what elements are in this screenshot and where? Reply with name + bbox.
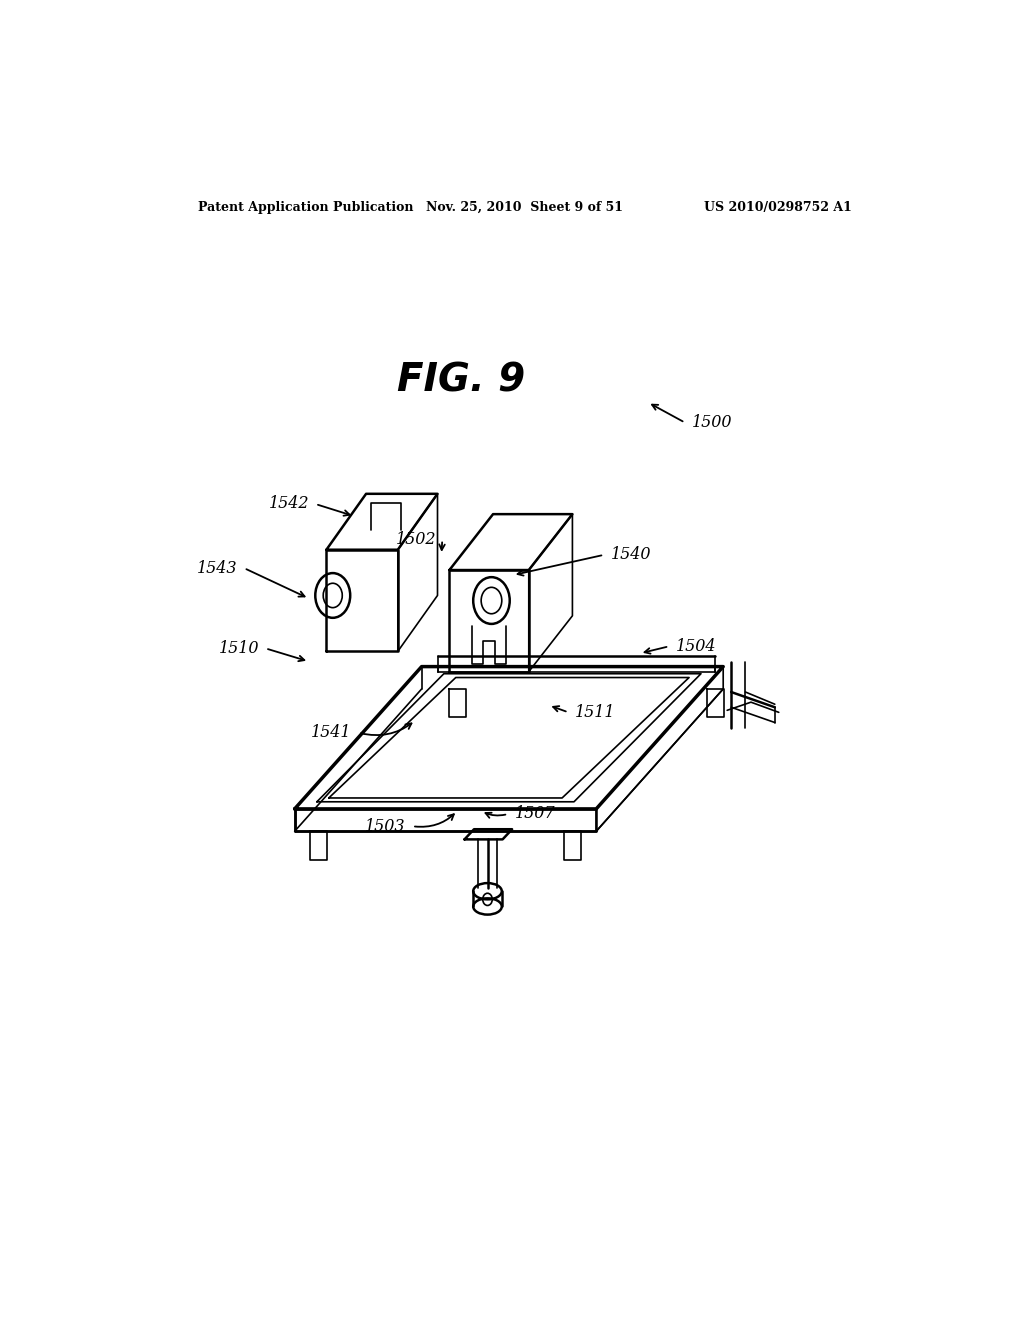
Text: Nov. 25, 2010  Sheet 9 of 51: Nov. 25, 2010 Sheet 9 of 51 [426,201,624,214]
Text: 1503: 1503 [366,817,406,834]
Text: 1542: 1542 [268,495,309,512]
Text: 1543: 1543 [197,560,238,577]
Text: 1541: 1541 [311,725,352,741]
Text: 1540: 1540 [610,546,651,564]
Text: 1511: 1511 [574,704,615,721]
Text: FIG. 9: FIG. 9 [397,362,525,400]
Text: Patent Application Publication: Patent Application Publication [198,201,414,214]
Text: 1500: 1500 [691,414,732,432]
Text: 1502: 1502 [395,531,436,548]
Text: US 2010/0298752 A1: US 2010/0298752 A1 [703,201,852,214]
Text: 1510: 1510 [218,640,259,657]
Text: 1507: 1507 [514,805,555,822]
Text: 1504: 1504 [676,638,716,655]
